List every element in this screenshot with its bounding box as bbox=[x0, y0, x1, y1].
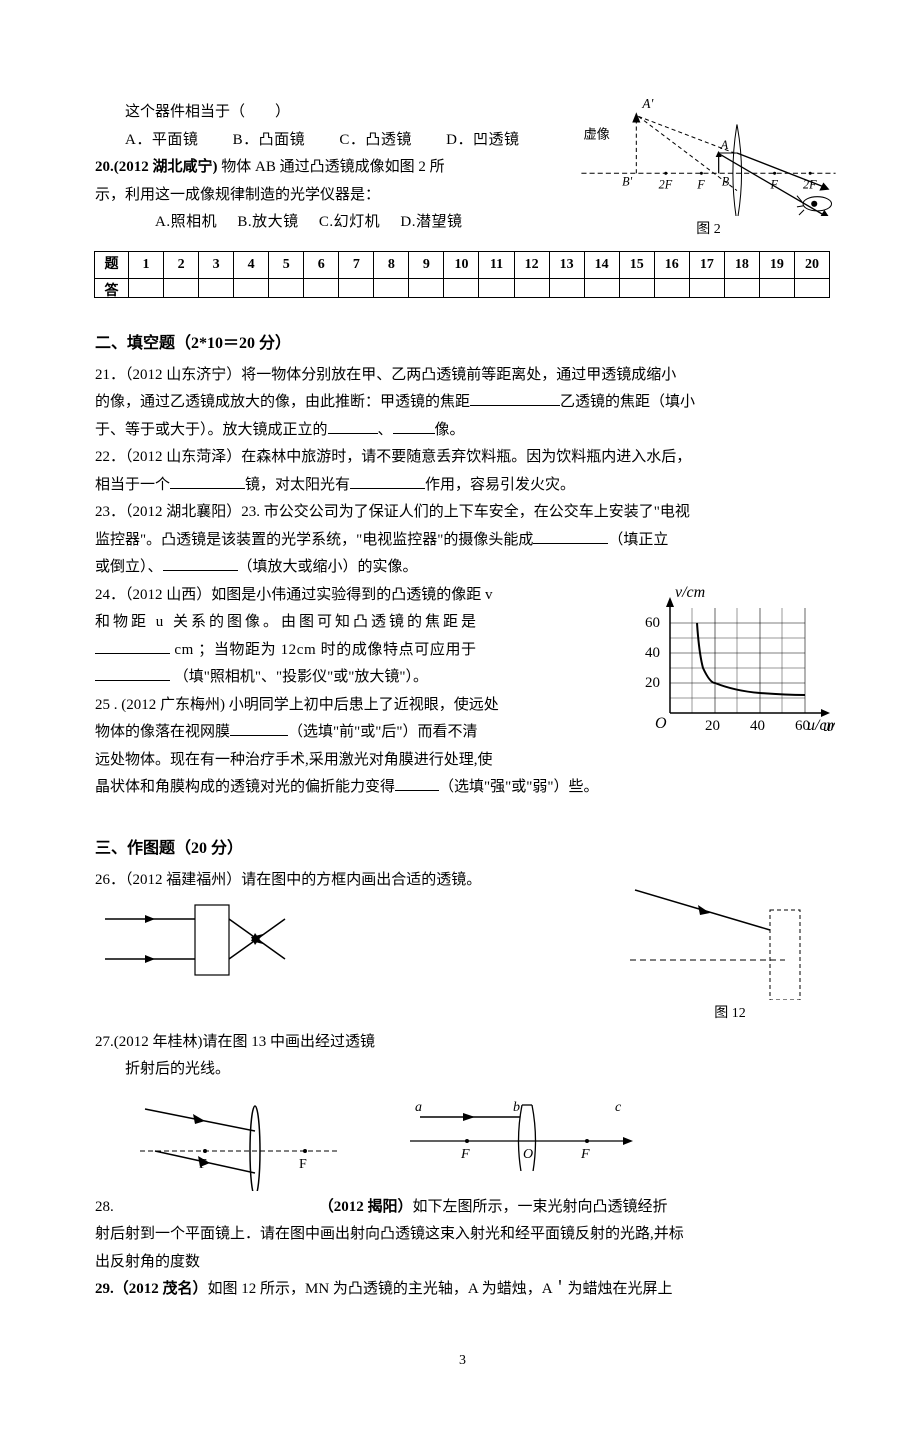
q19-optD: D．凹透镜 bbox=[446, 132, 519, 148]
q22-l2: 相当于一个镜，对太阳光有作用，容易引发火灾。 bbox=[95, 473, 830, 499]
table-num: 16 bbox=[654, 251, 690, 279]
q19-optB: B．凸面镜 bbox=[233, 132, 306, 148]
figure-27-right: a b c F O F bbox=[405, 1091, 635, 1171]
q20-optA: A.照相机 bbox=[155, 214, 217, 230]
table-num: 4 bbox=[233, 251, 269, 279]
svg-text:F: F bbox=[460, 1147, 470, 1162]
fig2-label-Ap: A' bbox=[641, 96, 653, 111]
q23-l3: 或倒立）、（填放大或缩小）的实像。 bbox=[95, 555, 830, 581]
table-num: 18 bbox=[724, 251, 760, 279]
svg-text:2F: 2F bbox=[803, 178, 817, 192]
svg-text:u/cm: u/cm bbox=[807, 717, 835, 733]
q20-optD: D.潜望镜 bbox=[400, 214, 462, 230]
figure-26b: 图 12 bbox=[630, 870, 830, 1026]
svg-text:b: b bbox=[513, 1100, 520, 1115]
figure-12-caption: 图 12 bbox=[630, 1002, 830, 1026]
q25-l4: 晶状体和角膜构成的透镜对光的偏折能力变得（选填"强"或"弱"）些。 bbox=[95, 775, 830, 801]
fig2-label-virtual: 虚像 bbox=[583, 127, 609, 142]
q23-l1: 23．（2012 湖北襄阳）23. 市公交公司为了保证人们的上下车安全，在公交车… bbox=[95, 500, 830, 526]
table-num: 19 bbox=[759, 251, 795, 279]
svg-text:2F: 2F bbox=[659, 178, 673, 192]
svg-text:O: O bbox=[523, 1147, 533, 1162]
table-num: 3 bbox=[198, 251, 234, 279]
svg-text:v/cm: v/cm bbox=[675, 584, 705, 601]
svg-text:F: F bbox=[696, 178, 705, 192]
svg-text:B: B bbox=[722, 175, 730, 189]
table-num: 12 bbox=[514, 251, 550, 279]
table-num: 20 bbox=[794, 251, 830, 279]
q27-l1: 27.(2012 年桂林)请在图 13 中画出经过透镜 bbox=[95, 1030, 830, 1056]
q21-l3: 于、等于或大于）。放大镜成正立的、像。 bbox=[95, 418, 830, 444]
table-num: 17 bbox=[689, 251, 725, 279]
q27-l2: 折射后的光线。 bbox=[95, 1057, 830, 1083]
table-answer-label: 答 bbox=[94, 278, 129, 298]
svg-text:A: A bbox=[720, 138, 729, 152]
svg-text:F: F bbox=[580, 1147, 590, 1162]
table-num: 6 bbox=[303, 251, 339, 279]
q23-l2: 监控器"。凸透镜是该装置的光学系统，"电视监控器"的摄像头能成（填正立 bbox=[95, 528, 830, 554]
answer-table-row: 答 bbox=[95, 279, 830, 298]
figure-27-row: F F a b c F O F bbox=[135, 1091, 830, 1191]
q29-l1: 29.（2012 茂名）如图 12 所示，MN 为凸透镜的主光轴，A 为蜡烛，A… bbox=[95, 1277, 830, 1303]
table-num: 10 bbox=[443, 251, 479, 279]
table-num: 2 bbox=[163, 251, 199, 279]
table-num: 7 bbox=[338, 251, 374, 279]
answer-table-header: 题 1 2 3 4 5 6 7 8 9 10 11 12 13 14 15 16… bbox=[95, 252, 830, 279]
figure-27-left: F F bbox=[135, 1091, 345, 1191]
svg-text:c: c bbox=[615, 1100, 622, 1115]
section-3-title: 三、作图题（20 分） bbox=[95, 835, 830, 862]
svg-text:40: 40 bbox=[750, 718, 765, 733]
q22-l1: 22．（2012 山东菏泽）在森林中旅游时，请不要随意丢弃饮料瓶。因为饮料瓶内进… bbox=[95, 445, 830, 471]
table-num: 14 bbox=[584, 251, 620, 279]
figure-graph: v/cm 60 40 20 O 20 40 60 u/cm bbox=[625, 583, 840, 733]
svg-text:O: O bbox=[655, 715, 667, 732]
table-num: 9 bbox=[408, 251, 444, 279]
q21-l1: 21．（2012 山东济宁）将一物体分别放在甲、乙两凸透镜前等距离处，通过甲透镜… bbox=[95, 363, 830, 389]
svg-text:40: 40 bbox=[645, 645, 660, 661]
figure-2-caption: 图 2 bbox=[581, 218, 836, 242]
svg-text:60: 60 bbox=[645, 615, 660, 631]
table-num: 11 bbox=[478, 251, 514, 279]
q21-l2: 的像，通过乙透镜成放大的像，由此推断：甲透镜的焦距乙透镜的焦距（填小 bbox=[95, 390, 830, 416]
q20-optC: C.幻灯机 bbox=[319, 214, 380, 230]
table-num: 15 bbox=[619, 251, 655, 279]
table-num: 13 bbox=[549, 251, 585, 279]
q19-optA: A．平面镜 bbox=[125, 132, 198, 148]
table-head-label: 题 bbox=[94, 251, 129, 279]
svg-text:20: 20 bbox=[705, 718, 720, 733]
q20-optB: B.放大镜 bbox=[237, 214, 298, 230]
svg-text:a: a bbox=[415, 1100, 422, 1115]
q25-l3: 远处物体。现在有一种治疗手术,采用激光对角膜进行处理,使 bbox=[95, 748, 830, 774]
table-num: 5 bbox=[268, 251, 304, 279]
svg-text:20: 20 bbox=[645, 675, 660, 691]
table-num: 1 bbox=[128, 251, 164, 279]
svg-text:F: F bbox=[770, 178, 779, 192]
q28-l2: 射后射到一个平面镜上．请在图中画出射向凸透镜这束入射光和经平面镜反射的光路,并标 bbox=[95, 1222, 830, 1248]
svg-text:B': B' bbox=[622, 175, 632, 189]
page-number: 3 bbox=[95, 1349, 830, 1373]
q28-l1: 28.（2012 揭阳）如下左图所示，一束光射向凸透镜经折 bbox=[95, 1195, 830, 1221]
svg-text:F: F bbox=[199, 1157, 207, 1172]
figure-2: A' 虚像 A B B' 2F F F 2F 图 2 bbox=[581, 94, 836, 242]
svg-text:F: F bbox=[299, 1157, 307, 1172]
section-2-title: 二、填空题（2*10＝20 分） bbox=[95, 330, 830, 357]
q28-l3: 出反射角的度数 bbox=[95, 1250, 830, 1276]
table-num: 8 bbox=[373, 251, 409, 279]
q19-optC: C．凸透镜 bbox=[339, 132, 412, 148]
